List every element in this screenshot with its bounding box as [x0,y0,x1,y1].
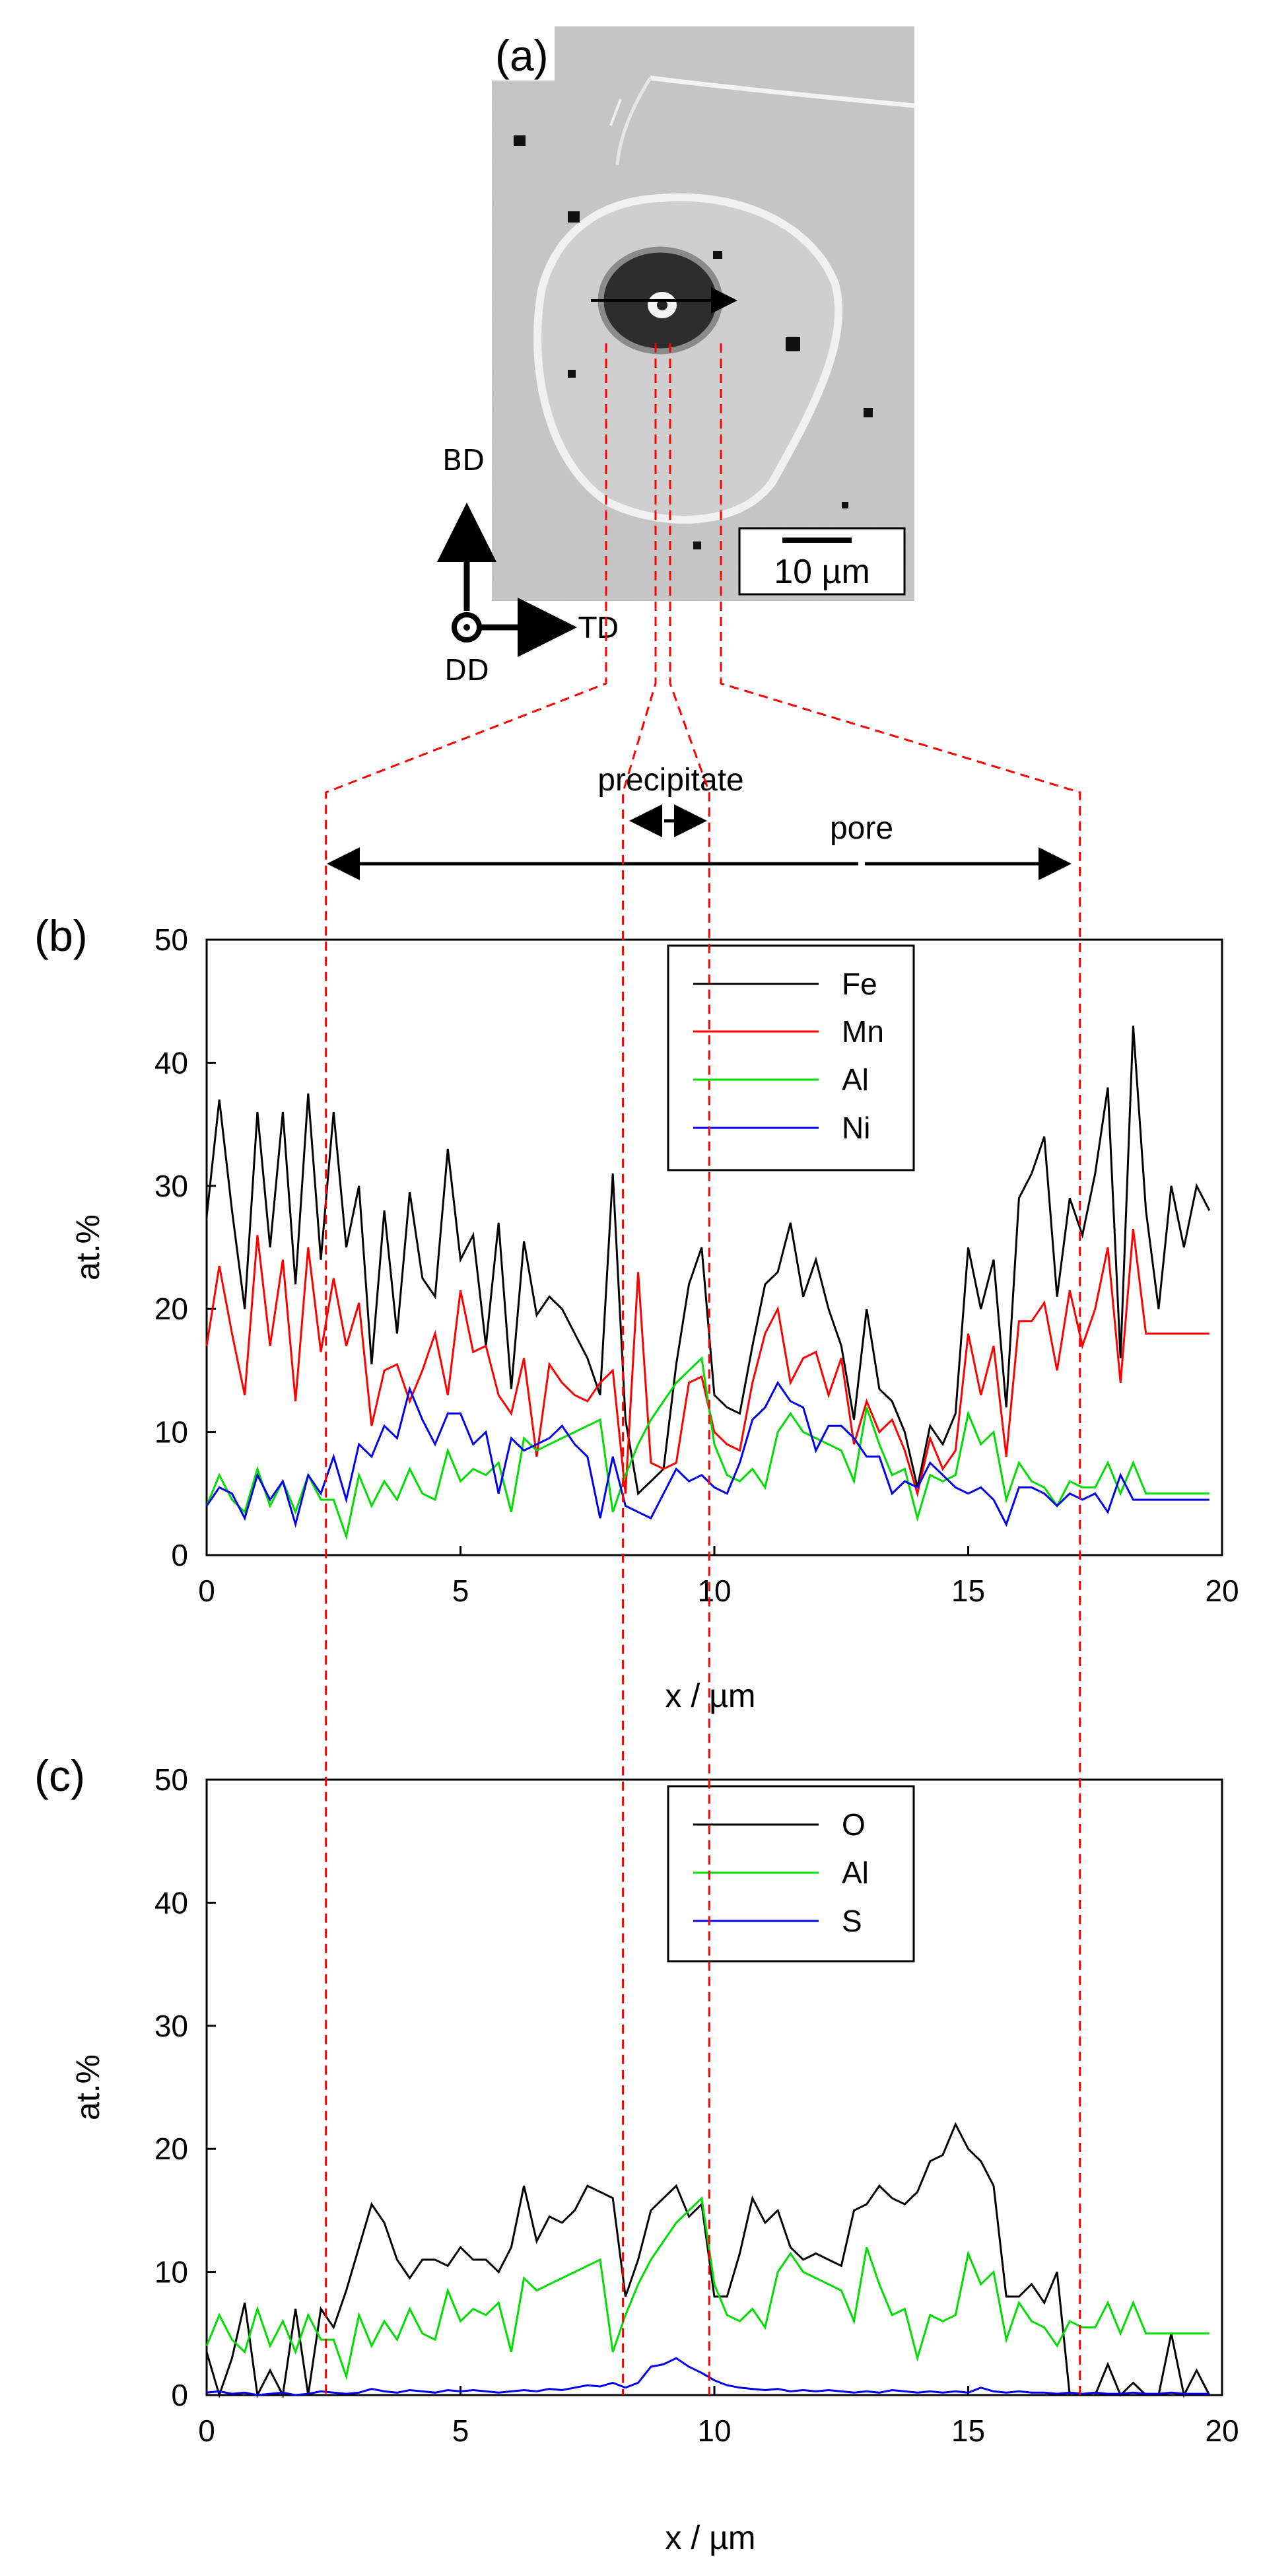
chart-b: (b) 0 10 20 30 40 50 0 5 10 15 20 at.% x / µm Fe … [34,911,1239,1714]
x-tick-label: 5 [452,1574,469,1608]
series-line-al-c [205,2196,1210,2381]
chart-b-xlabel: x / µm [665,1677,755,1714]
pore-label: pore [830,811,893,846]
legend-b-mn: Mn [842,1014,884,1049]
scale-bar-label: 10 µm [774,553,870,591]
legend-c-s: S [842,1904,862,1938]
y-tick-label: 0 [171,1538,188,1572]
y-tick-label: 20 [154,2132,188,2166]
y-tick-label: 40 [154,1885,188,1920]
chart-b-label: (b) [34,911,88,960]
orientation-axes: BD TD DD [437,444,619,687]
chart-c-xlabel: x / µm [665,2519,755,2556]
series-line-ni-b [205,1381,1210,1529]
legend-b-al: Al [842,1062,869,1097]
td-label: TD [578,611,619,645]
x-tick-label: 20 [1205,2414,1239,2448]
y-tick-label: 10 [154,1415,188,1449]
chart-b-legend: Fe Mn Al Ni [667,944,915,1171]
y-tick-label: 20 [154,1292,188,1326]
dd-label: DD [444,654,489,687]
x-tick-label: 15 [951,2414,985,2448]
x-tick-label: 0 [198,2414,215,2448]
boundary-guide-line [720,343,1081,2395]
boundary-guide-line [622,343,657,2395]
series-line-o-c [205,2122,1211,2398]
chart-c-label: (c) [34,1751,85,1800]
y-tick-label: 0 [171,2378,188,2412]
chart-c-legend: O Al S [667,1785,915,1963]
precipitate-label: precipitate [597,763,743,798]
x-tick-label: 5 [452,2414,469,2448]
y-tick-label: 30 [154,1169,188,1203]
y-tick-label: 10 [154,2255,188,2289]
scale-bar: 10 µm [738,527,906,596]
panel-a-label: (a) [495,31,549,80]
boundary-guide-line [669,343,710,2395]
series-line-al-b [205,1356,1210,1541]
bd-label: BD [442,444,485,477]
legend-c-al: Al [842,1856,869,1890]
chart-c: (c) 0 10 20 30 40 50 0 5 10 15 20 at.% x / µm O A… [34,1751,1239,2556]
legend-b-fe: Fe [842,967,877,1001]
y-tick-label: 50 [154,922,188,957]
series-line-fe-b [205,1026,1211,1496]
micrograph [492,26,915,601]
chart-c-ylabel: at.% [69,2054,106,2120]
x-tick-label: 0 [198,1574,215,1608]
y-tick-label: 30 [154,2009,188,2043]
y-tick-label: 50 [154,1762,188,1797]
legend-b-ni: Ni [842,1111,870,1145]
boundary-guide-line [325,343,607,2395]
series-line-s-c [206,2357,1210,2396]
chart-b-ylabel: at.% [69,1214,106,1280]
panel-a: (a) 10 µm BD TD DD [437,26,915,687]
legend-c-o: O [842,1807,866,1842]
boundary-guides [325,343,1081,2395]
x-tick-label: 10 [697,1574,731,1608]
x-tick-label: 15 [951,1574,985,1608]
y-tick-label: 40 [154,1045,188,1080]
x-tick-label: 10 [697,2414,731,2448]
region-annotations: precipitate pore [327,763,1072,880]
x-tick-label: 20 [1205,1574,1239,1608]
